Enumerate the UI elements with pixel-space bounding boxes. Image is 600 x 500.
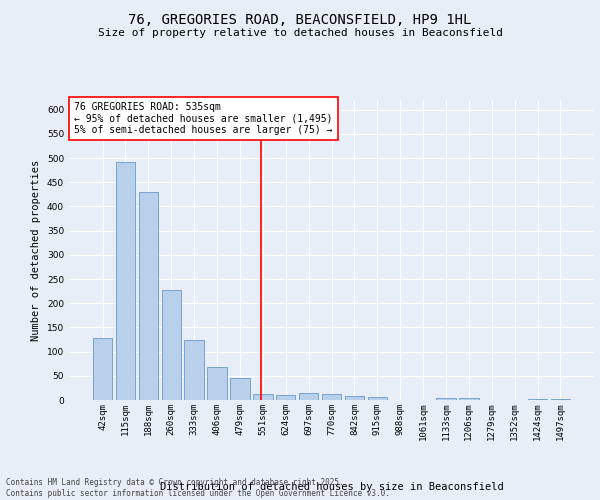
Bar [208,367,227,400]
Bar [436,398,455,400]
Bar [116,162,135,400]
Text: Size of property relative to detached houses in Beaconsfield: Size of property relative to detached ho… [97,28,503,38]
Bar [253,394,272,400]
Bar [551,398,570,400]
X-axis label: Distribution of detached houses by size in Beaconsfield: Distribution of detached houses by size … [160,482,503,492]
Text: 76, GREGORIES ROAD, BEACONSFIELD, HP9 1HL: 76, GREGORIES ROAD, BEACONSFIELD, HP9 1H… [128,12,472,26]
Bar [344,396,364,400]
Bar [276,394,295,400]
Bar [299,393,319,400]
Bar [322,394,341,400]
Bar [93,338,112,400]
Bar [528,399,547,400]
Bar [184,340,204,400]
Bar [368,397,387,400]
Bar [230,378,250,400]
Y-axis label: Number of detached properties: Number of detached properties [31,160,41,340]
Text: Contains HM Land Registry data © Crown copyright and database right 2025.
Contai: Contains HM Land Registry data © Crown c… [6,478,390,498]
Bar [459,398,479,400]
Text: 76 GREGORIES ROAD: 535sqm
← 95% of detached houses are smaller (1,495)
5% of sem: 76 GREGORIES ROAD: 535sqm ← 95% of detac… [74,102,333,134]
Bar [139,192,158,400]
Bar [161,290,181,400]
